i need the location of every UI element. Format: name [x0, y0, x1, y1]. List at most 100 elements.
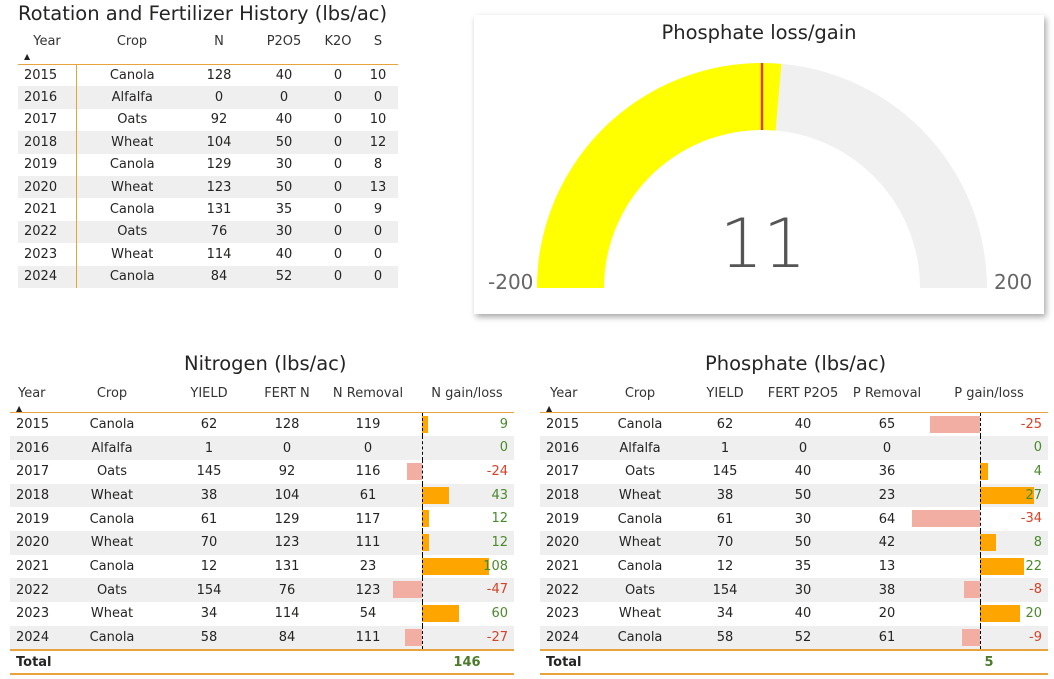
gain-loss-cell: -9 [930, 625, 1048, 651]
zero-line [980, 507, 981, 531]
column-header-yield[interactable]: YIELD [190, 386, 228, 401]
column-header-year[interactable]: Year ▲ [546, 386, 578, 413]
table-cell: 50 [762, 530, 844, 555]
table-cell: 2024 [18, 265, 77, 288]
table-row[interactable]: 2015 Canola 62 128 119 9 [10, 412, 514, 437]
column-header-crop[interactable]: Crop [96, 386, 128, 401]
table-cell: 8 [373, 157, 383, 173]
gain-loss-cell: 0 [930, 436, 1048, 460]
table-row[interactable]: 2024 Canola 58 52 61 -9 [540, 625, 1048, 651]
column-header-s[interactable]: S [373, 34, 383, 49]
table-cell: Wheat [90, 606, 134, 622]
sort-ascending-icon[interactable]: ▲ [24, 52, 31, 61]
table-cell: 84 [188, 265, 250, 288]
column-header-year[interactable]: Year ▲ [16, 386, 46, 413]
table-cell: 111 [316, 530, 420, 555]
table-row[interactable]: 2018 Wheat 38 50 23 27 [540, 483, 1048, 508]
table-cell: 2022 [10, 578, 64, 602]
table-row[interactable]: 2019 Canola 61 30 64 -34 [540, 507, 1048, 531]
gain-loss-value: 4 [1033, 463, 1042, 479]
phosphate-title: Phosphate (lbs/ac) [705, 352, 887, 375]
table-row[interactable]: 2015 Canola 128 40 0 10 [18, 64, 398, 87]
sort-ascending-icon[interactable]: ▲ [16, 404, 23, 413]
table-cell: Oats [64, 578, 160, 602]
gain-loss-bar [422, 415, 428, 433]
column-header-year[interactable]: Year ▲ [24, 34, 61, 61]
gauge-min-label: -200 [488, 270, 534, 294]
table-cell: 2019 [16, 511, 50, 527]
table-cell: 2023 [16, 606, 50, 622]
column-header-crop[interactable]: Crop [116, 34, 148, 49]
table-row[interactable]: 2016 Alfalfa 1 0 0 0 [540, 436, 1048, 460]
table-row[interactable]: 2021 Canola 12 131 23 108 [10, 554, 514, 579]
table-row[interactable]: 2024 Canola 84 52 0 0 [18, 265, 398, 288]
table-cell: 0 [358, 220, 398, 244]
table-cell: Wheat [592, 483, 688, 508]
gain-loss-value: -9 [1029, 629, 1042, 645]
table-cell: 2018 [540, 483, 592, 508]
table-row[interactable]: 2023 Wheat 34 40 20 20 [540, 602, 1048, 626]
table-cell: Alfalfa [76, 86, 188, 109]
table-row[interactable]: 2019 Canola 61 129 117 12 [10, 507, 514, 531]
column-header-k2o[interactable]: K2O [324, 34, 352, 49]
sort-ascending-icon[interactable]: ▲ [546, 404, 553, 413]
table-row[interactable]: 2022 Oats 76 30 0 0 [18, 220, 398, 244]
column-header-p2o5[interactable]: P2O5 [266, 34, 302, 49]
table-cell: 0 [762, 436, 844, 460]
column-header-fert-n[interactable]: FERT N [264, 386, 310, 401]
table-cell: Alfalfa [592, 436, 688, 460]
table-row[interactable]: 2016 Alfalfa 0 0 0 0 [18, 86, 398, 109]
table-cell: 52 [762, 625, 844, 651]
table-cell: 2015 [18, 64, 77, 87]
table-row[interactable]: 2018 Wheat 104 50 0 12 [18, 131, 398, 154]
table-row[interactable]: 2022 Oats 154 76 123 -47 [10, 578, 514, 602]
column-header-n-gain-loss[interactable]: N gain/loss [431, 386, 503, 401]
table-row[interactable]: 2017 Oats 92 40 0 10 [18, 108, 398, 132]
table-cell: 64 [878, 511, 896, 527]
zero-line [422, 578, 423, 602]
phosphate-gauge-card[interactable]: Phosphate loss/gain -200 200 11 [474, 15, 1044, 314]
table-cell: 2017 [546, 464, 580, 480]
table-cell: Canola [109, 67, 155, 83]
table-row[interactable]: 2016 Alfalfa 1 0 0 0 [10, 436, 514, 460]
table-row[interactable]: 2024 Canola 58 84 111 -27 [10, 625, 514, 651]
table-cell: 54 [359, 606, 377, 622]
table-cell: Oats [592, 578, 688, 602]
column-header-fert-p2o5[interactable]: FERT P2O5 [767, 386, 839, 401]
table-cell: 40 [794, 416, 812, 432]
gain-loss-value: 22 [1025, 558, 1042, 574]
gain-loss-cell: -25 [930, 412, 1048, 437]
table-cell: 2024 [540, 625, 592, 651]
column-header-p-removal[interactable]: P Removal [852, 386, 922, 401]
column-header-crop[interactable]: Crop [624, 386, 656, 401]
table-row[interactable]: 2023 Wheat 34 114 54 60 [10, 602, 514, 626]
table-cell: 0 [316, 436, 420, 460]
gain-loss-bar [980, 557, 1024, 575]
column-header-yield[interactable]: YIELD [706, 386, 744, 401]
table-cell: 0 [844, 436, 930, 460]
table-row[interactable]: 2020 Wheat 123 50 0 13 [18, 175, 398, 199]
table-row[interactable]: 2021 Canola 12 35 13 22 [540, 554, 1048, 579]
table-row[interactable]: 2021 Canola 131 35 0 9 [18, 198, 398, 221]
gain-loss-value: 9 [499, 416, 508, 432]
table-row[interactable]: 2019 Canola 129 30 0 8 [18, 153, 398, 176]
column-header-n-removal[interactable]: N Removal [332, 386, 404, 401]
table-row[interactable]: 2015 Canola 62 40 65 -25 [540, 412, 1048, 437]
table-row[interactable]: 2023 Wheat 114 40 0 0 [18, 243, 398, 266]
column-header-n[interactable]: N [214, 34, 224, 49]
table-cell: 104 [188, 131, 250, 154]
table-cell: 61 [716, 511, 734, 527]
table-row[interactable]: 2018 Wheat 38 104 61 43 [10, 483, 514, 508]
table-cell: 30 [794, 511, 812, 527]
table-cell: 34 [716, 606, 734, 622]
gain-loss-bar [422, 557, 489, 575]
column-header-p-gain-loss[interactable]: P gain/loss [954, 386, 1024, 401]
table-row[interactable]: 2022 Oats 154 30 38 -8 [540, 578, 1048, 602]
table-cell: 92 [278, 464, 296, 480]
table-row[interactable]: 2020 Wheat 70 123 111 12 [10, 530, 514, 555]
table-row[interactable]: 2020 Wheat 70 50 42 8 [540, 530, 1048, 555]
table-cell: 76 [258, 578, 316, 602]
table-row[interactable]: 2017 Oats 145 40 36 4 [540, 459, 1048, 484]
table-row[interactable]: 2017 Oats 145 92 116 -24 [10, 459, 514, 484]
phosphate-header-row: Year ▲ Crop YIELD FERT P2O5 P Removal P g… [540, 382, 1048, 413]
